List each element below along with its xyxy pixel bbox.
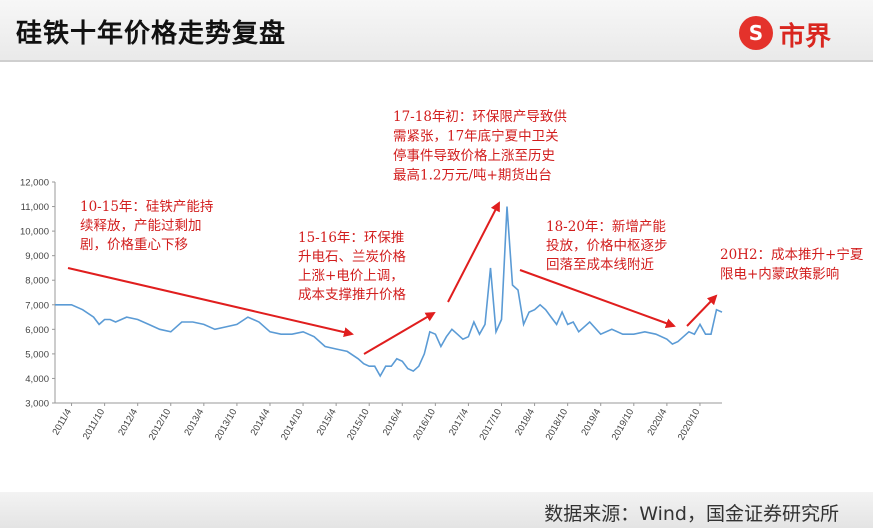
y-tick-label: 4,000: [25, 374, 49, 385]
y-tick-label: 7,000: [25, 300, 49, 311]
x-tick-label: 2013/4: [182, 407, 206, 438]
annotation-2-line: 升电石、兰炭价格: [298, 249, 406, 265]
x-tick-label: 2016/4: [381, 407, 405, 438]
y-tick-label: 10,000: [20, 227, 49, 238]
y-tick-label: 11,000: [21, 202, 49, 213]
x-tick-label: 2016/10: [411, 407, 438, 442]
trend-arrow-2020h2: [686, 294, 718, 327]
y-tick-label: 5,000: [25, 349, 49, 360]
x-tick-label: 2014/4: [249, 407, 273, 438]
trend-arrow-2017: [447, 201, 500, 303]
x-tick-label: 2015/4: [315, 407, 339, 438]
y-tick-label: 12,000: [20, 178, 49, 189]
annotation-2-line: 上涨+电价上调，: [298, 268, 404, 284]
x-tick-label: 2020/4: [645, 407, 669, 438]
logo-mark-icon: S: [739, 16, 773, 50]
y-tick-label: 8,000: [25, 276, 49, 287]
annotation-4-line: 回落至成本线附近: [546, 257, 654, 273]
logo-text: 市界: [779, 22, 832, 52]
x-tick-label: 2011/4: [50, 407, 74, 437]
x-tick-label: 2014/10: [279, 407, 306, 442]
annotation-3-line: 需紧张，17年底宁夏中卫关: [393, 128, 559, 145]
trend-arrow-2018-2020: [519, 269, 676, 328]
x-tick-label: 2019/4: [579, 407, 603, 438]
x-tick-label: 2018/10: [544, 407, 571, 442]
x-tick-label: 2015/10: [345, 407, 372, 442]
footer-bar: [0, 492, 873, 528]
series-line: [55, 206, 723, 378]
annotation-4-line: 投放，价格中枢逐步: [546, 238, 668, 254]
annotation-2-line: 15-16年：环保推: [298, 230, 404, 246]
annotation-5-line: 20H2：成本推升+宁夏: [720, 246, 864, 263]
y-tick-label: 3,000: [25, 399, 49, 410]
x-tick-label: 2017/4: [447, 407, 471, 438]
y-tick-label: 9,000: [25, 251, 49, 262]
annotation-1-line: 续释放，产能过剩加: [80, 218, 202, 234]
trend-arrow-2015-2016: [363, 311, 436, 355]
annotation-1-line: 10-15年：硅铁产能持: [80, 199, 213, 215]
y-tick-label: 6,000: [25, 325, 49, 336]
x-tick-label: 2018/4: [513, 407, 537, 438]
brand-logo: S 市界: [739, 12, 859, 52]
header-divider: [0, 60, 873, 62]
x-tick-label: 2012/4: [116, 407, 140, 438]
page-title: 硅铁十年价格走势复盘: [16, 19, 287, 49]
x-tick-label: 2020/10: [676, 407, 703, 442]
annotation-1-line: 剧，价格重心下移: [80, 237, 188, 253]
header-bar: [0, 0, 873, 62]
x-tick-label: 2012/10: [147, 407, 174, 442]
annotation-3-line: 停事件导致价格上涨至历史: [393, 147, 555, 164]
x-tick-label: 2013/10: [213, 407, 240, 442]
data-source-note: 数据来源：Wind，国金证券研究所: [544, 503, 839, 525]
annotation-5-line: 限电+内蒙政策影响: [720, 266, 839, 283]
x-tick-label: 2019/10: [610, 407, 637, 442]
annotation-2-line: 成本支撑推升价格: [298, 287, 406, 303]
annotation-3-line: 最高1.2万元/吨+期货出台: [393, 167, 552, 184]
annotation-3-line: 17-18年初：环保限产导致供: [393, 108, 567, 125]
annotation-4-line: 18-20年：新增产能: [546, 219, 666, 235]
x-tick-label: 2017/10: [477, 407, 504, 442]
x-tick-label: 2011/10: [81, 407, 107, 442]
trend-arrow-2011-2015: [67, 267, 354, 338]
